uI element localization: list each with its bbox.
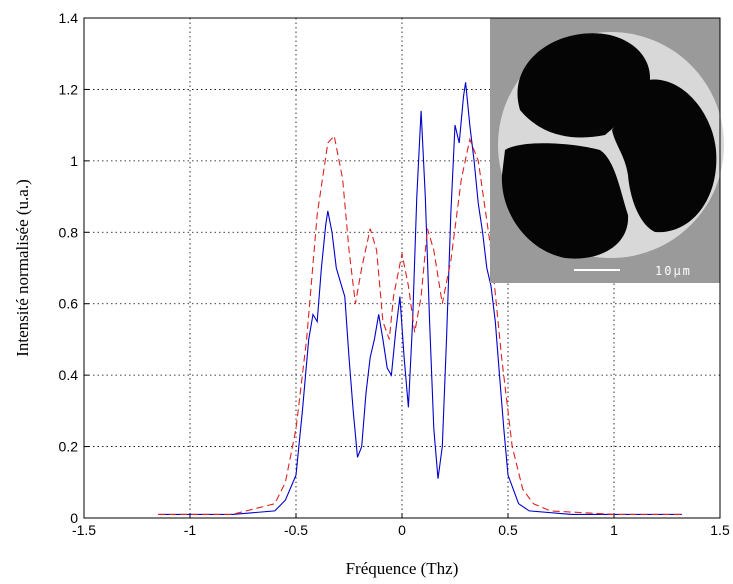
y-tick-label: 0.8 xyxy=(59,224,79,240)
scale-label: 10µm xyxy=(655,264,692,278)
x-tick-label: -1 xyxy=(184,522,197,538)
y-tick-label: 0.4 xyxy=(59,367,79,383)
y-tick-label: 0 xyxy=(70,510,78,526)
y-tick-label: 1.4 xyxy=(59,10,79,26)
y-tick-label: 1.2 xyxy=(59,81,79,97)
x-axis-title: Fréquence (Thz) xyxy=(346,559,459,578)
y-tick-label: 0.2 xyxy=(59,439,79,455)
x-tick-label: 0 xyxy=(398,522,406,538)
y-axis-title: Intensité normalisée (u.a.) xyxy=(13,179,32,357)
data-line xyxy=(158,134,682,515)
plot-frame xyxy=(83,17,721,519)
x-tick-label: 1.5 xyxy=(710,522,730,538)
x-tick-label: 0.5 xyxy=(498,522,518,538)
y-tick-label: 1 xyxy=(70,153,78,169)
lobe xyxy=(501,143,629,259)
x-tick-label: -0.5 xyxy=(284,522,308,538)
x-tick-label: -1.5 xyxy=(72,522,96,538)
y-tick-label: 0.6 xyxy=(59,296,79,312)
inset-image: 10µm xyxy=(490,18,724,283)
x-tick-label: 1 xyxy=(610,522,618,538)
lobe xyxy=(517,33,650,138)
lobe xyxy=(612,79,717,233)
